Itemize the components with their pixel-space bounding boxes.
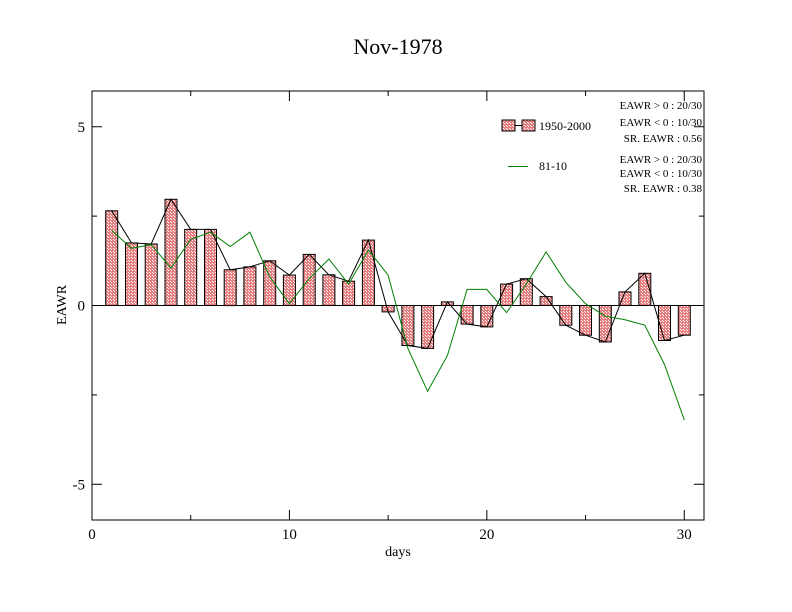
bar-day-23 xyxy=(539,296,553,307)
bar-day-7 xyxy=(223,269,237,307)
legend-label-81-10: 81-10 xyxy=(539,159,567,173)
axis-ticks: 0 10 20 30 -5 0 5 xyxy=(73,91,704,543)
x-axis-label: days xyxy=(385,545,411,560)
bar-day-20 xyxy=(480,305,494,328)
annotation-hist-positive: EAWR > 0 : 20/30 xyxy=(620,100,703,112)
chart-title: Nov-1978 xyxy=(353,34,442,59)
bar-day-26 xyxy=(598,305,612,343)
bar-day-6 xyxy=(204,228,217,306)
annotation-recent-negative: EAWR < 0 : 10/30 xyxy=(620,168,703,180)
annotation-recent-positive: EAWR > 0 : 20/30 xyxy=(620,154,703,166)
y-tick-label: -5 xyxy=(73,477,86,493)
legend-item-1950-2000: 1950-2000 xyxy=(501,119,591,133)
bar-day-2 xyxy=(125,242,138,306)
bar-series-connector-line xyxy=(111,198,685,349)
bar-day-12 xyxy=(322,274,336,306)
bar-series-1950-2000 xyxy=(105,198,691,349)
bar-day-8 xyxy=(243,266,257,306)
legend-item-81-10: 81-10 xyxy=(508,159,567,173)
bar-day-1 xyxy=(105,210,119,306)
bar-day-19 xyxy=(460,305,474,325)
y-tick-label: 0 xyxy=(78,299,86,315)
bar-day-5 xyxy=(184,228,198,306)
line-series-81-10 xyxy=(111,230,685,421)
statistics-annotations: EAWR > 0 : 20/30 EAWR < 0 : 10/30 SR. EA… xyxy=(620,100,703,195)
legend: 1950-2000 81-10 xyxy=(501,119,591,173)
legend-swatch-bar-right xyxy=(521,119,536,132)
annotation-hist-negative: EAWR < 0 : 10/30 xyxy=(620,117,703,129)
bar-day-21 xyxy=(500,283,514,307)
bar-day-4 xyxy=(164,198,178,306)
bar-day-30 xyxy=(677,305,691,336)
y-axis-label: EAWR xyxy=(55,284,70,325)
bar-day-10 xyxy=(282,274,296,307)
bar-day-16 xyxy=(401,305,415,346)
x-tick-label: 30 xyxy=(677,527,692,543)
bar-day-25 xyxy=(579,305,592,336)
annotation-recent-sr: SR. EAWR : 0.38 xyxy=(624,183,703,195)
x-tick-label: 10 xyxy=(282,527,297,543)
legend-label-1950-2000: 1950-2000 xyxy=(539,119,591,133)
bar-day-17 xyxy=(421,305,435,349)
x-tick-label: 0 xyxy=(88,527,96,543)
bar-day-24 xyxy=(559,305,573,326)
annotation-hist-sr: SR. EAWR : 0.56 xyxy=(624,133,703,145)
bar-day-3 xyxy=(144,243,158,306)
x-tick-label: 20 xyxy=(479,527,494,543)
legend-swatch-bar-left xyxy=(501,119,516,132)
bar-day-11 xyxy=(302,253,316,306)
y-tick-label: 5 xyxy=(78,120,86,136)
bar-day-29 xyxy=(658,305,671,341)
